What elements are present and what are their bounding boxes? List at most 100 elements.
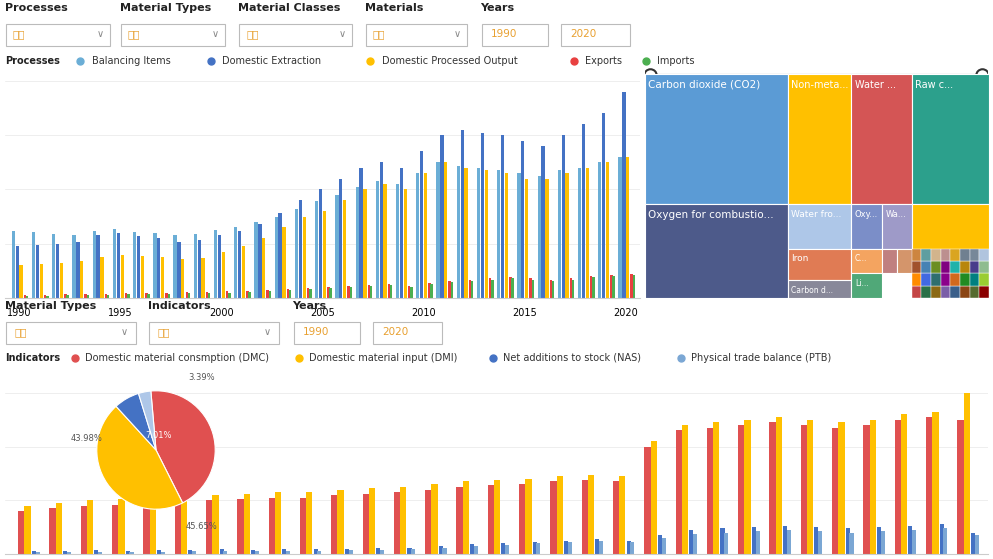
Bar [595,539,600,554]
Bar [469,280,471,298]
Bar [582,124,585,298]
Bar [80,261,83,298]
Bar [645,204,787,298]
Bar [359,168,362,298]
Bar [971,533,975,554]
Bar [909,526,913,554]
Bar [532,542,537,554]
Bar [578,168,581,298]
Text: Processes: Processes [5,56,60,67]
Bar [724,533,728,554]
Bar [451,282,453,298]
Bar [416,173,419,298]
Bar [463,481,469,554]
Bar [787,249,851,280]
Bar [269,291,271,298]
Text: 1990: 1990 [303,327,330,337]
Bar [363,190,366,298]
Bar [32,232,35,298]
Bar [94,550,98,554]
Bar [330,288,332,298]
Bar [721,528,725,554]
Bar [807,420,813,554]
Bar [975,535,979,554]
Bar [107,295,109,298]
Bar [243,494,250,554]
Bar [943,528,947,554]
Bar [120,254,124,298]
Text: Raw c...: Raw c... [915,79,953,89]
Bar [619,157,622,298]
Bar [509,277,511,298]
Bar [64,551,68,554]
Bar [613,276,615,298]
Bar [286,551,290,554]
Bar [588,475,594,554]
Bar [572,280,575,298]
Bar [165,292,168,298]
Wedge shape [116,394,156,450]
Bar [53,234,56,298]
Bar [189,549,193,554]
Bar [598,162,602,298]
Text: Carbon dioxide (CO2): Carbon dioxide (CO2) [648,79,761,89]
Text: Water ...: Water ... [855,79,896,89]
Bar [192,551,197,554]
Bar [65,294,67,298]
Bar [613,481,620,554]
Bar [485,170,488,298]
Bar [340,178,343,298]
Bar [488,485,494,554]
Bar [461,130,464,298]
Bar [161,552,165,554]
Bar [931,286,940,298]
Bar [752,527,756,554]
FancyBboxPatch shape [366,23,467,46]
Bar [400,487,406,554]
Bar [141,255,144,298]
Bar [787,280,851,298]
Bar [411,549,415,554]
Bar [343,200,347,298]
Bar [96,235,99,298]
Text: Net additions to stock (NAS): Net additions to stock (NAS) [503,353,641,363]
Bar [537,177,541,298]
Bar [86,295,89,298]
Bar [620,476,626,554]
Bar [940,261,950,273]
Text: Water fro...: Water fro... [791,210,842,219]
Bar [80,506,87,554]
Bar [471,281,474,298]
Bar [332,495,338,554]
Text: Physical trade balance (PTB): Physical trade balance (PTB) [691,353,831,363]
Bar [226,291,228,298]
Bar [940,286,950,298]
Bar [787,74,851,204]
Bar [675,430,682,554]
Bar [431,484,438,554]
FancyBboxPatch shape [121,23,224,46]
Bar [315,201,319,298]
Bar [832,428,838,554]
Bar [431,284,433,298]
Bar [262,238,265,298]
Text: ∨: ∨ [120,327,127,337]
Bar [175,501,181,554]
Bar [275,492,281,554]
Bar [84,294,86,298]
Bar [912,261,922,273]
Bar [682,425,688,554]
Bar [557,476,563,554]
Bar [627,541,631,554]
Bar [582,480,588,554]
Bar [969,286,979,298]
Bar [309,290,312,298]
Bar [266,290,269,298]
FancyBboxPatch shape [294,321,360,344]
FancyBboxPatch shape [482,23,548,46]
FancyBboxPatch shape [6,321,136,344]
Bar [228,292,230,298]
Bar [16,246,19,298]
Bar [776,417,782,554]
Text: ∨: ∨ [454,29,461,39]
